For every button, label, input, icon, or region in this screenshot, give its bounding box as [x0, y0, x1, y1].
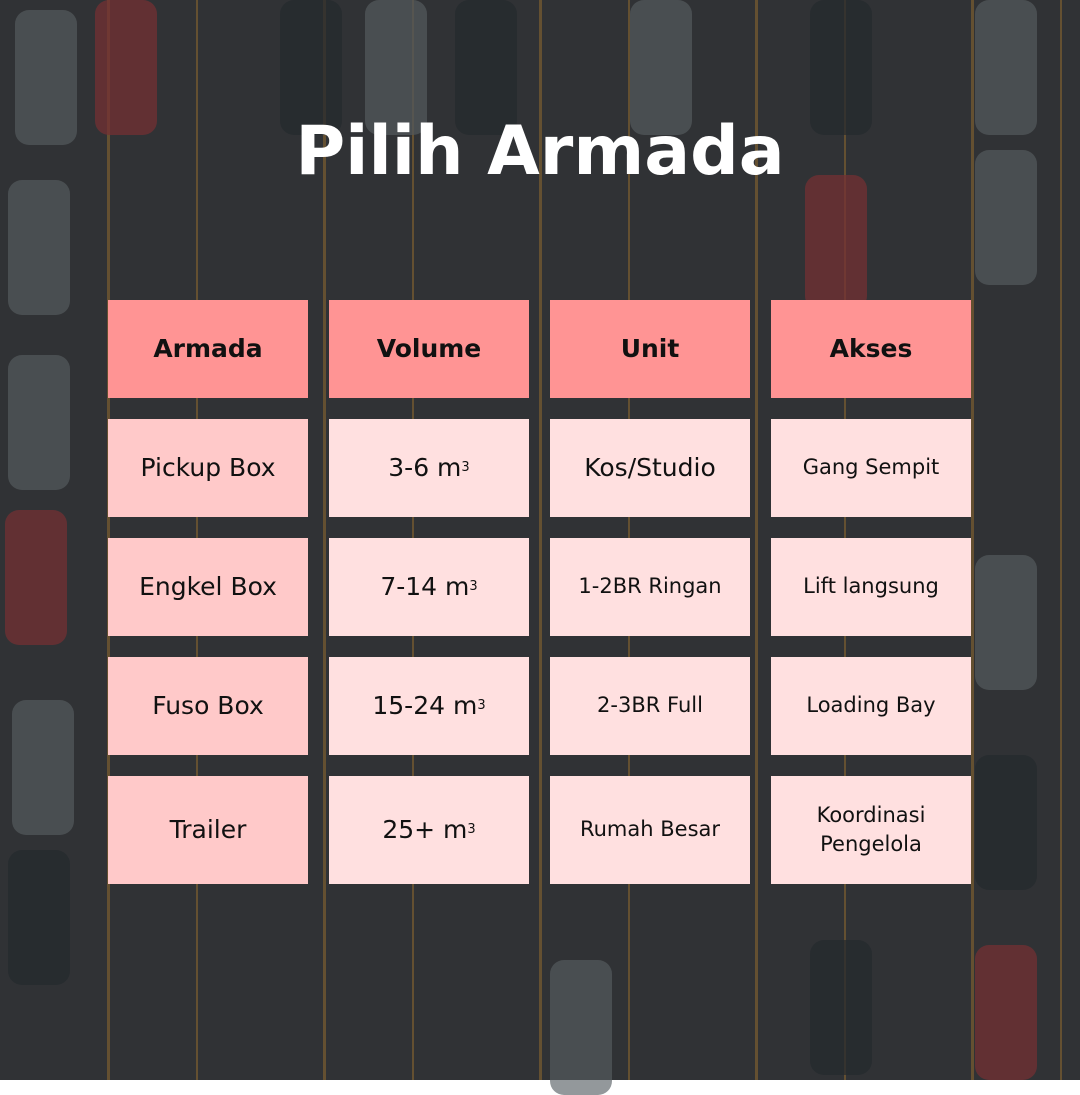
- volume-value: 7-14 m: [380, 572, 470, 601]
- cell-unit: 2-3BR Full: [550, 657, 750, 755]
- cell-akses: Koordinasi Pengelola: [771, 776, 971, 884]
- car-image: [5, 510, 67, 645]
- car-image: [95, 0, 157, 135]
- cell-unit: Rumah Besar: [550, 776, 750, 884]
- volume-value: 15-24 m: [372, 691, 478, 720]
- car-image: [805, 175, 867, 310]
- car-image: [455, 0, 517, 135]
- car-image: [975, 150, 1037, 285]
- volume-exponent: 3: [467, 822, 476, 838]
- page-title: Pilih Armada: [295, 112, 785, 191]
- car-image: [12, 700, 74, 835]
- car-image: [15, 10, 77, 145]
- header-armada: Armada: [108, 300, 308, 398]
- car-image: [810, 0, 872, 135]
- car-image: [975, 945, 1037, 1080]
- cell-armada: Pickup Box: [108, 419, 308, 517]
- header-volume: Volume: [329, 300, 529, 398]
- volume-value: 25+ m: [382, 815, 468, 844]
- car-image: [975, 555, 1037, 690]
- car-image: [975, 755, 1037, 890]
- cell-unit: Kos/Studio: [550, 419, 750, 517]
- header-akses: Akses: [771, 300, 971, 398]
- car-image: [8, 850, 70, 985]
- car-image: [810, 940, 872, 1075]
- car-image: [8, 180, 70, 315]
- cell-akses: Gang Sempit: [771, 419, 971, 517]
- car-image: [975, 0, 1037, 135]
- header-unit: Unit: [550, 300, 750, 398]
- volume-exponent: 3: [469, 579, 478, 595]
- car-image: [550, 960, 612, 1095]
- cell-armada: Trailer: [108, 776, 308, 884]
- cell-akses: Loading Bay: [771, 657, 971, 755]
- cell-armada: Fuso Box: [108, 657, 308, 755]
- car-image: [8, 355, 70, 490]
- cell-armada: Engkel Box: [108, 538, 308, 636]
- volume-value: 3-6 m: [388, 453, 462, 482]
- volume-exponent: 3: [477, 698, 486, 714]
- car-image: [280, 0, 342, 135]
- cell-akses: Lift langsung: [771, 538, 971, 636]
- car-image: [365, 0, 427, 135]
- volume-exponent: 3: [461, 460, 470, 476]
- cell-unit: 1-2BR Ringan: [550, 538, 750, 636]
- car-image: [630, 0, 692, 135]
